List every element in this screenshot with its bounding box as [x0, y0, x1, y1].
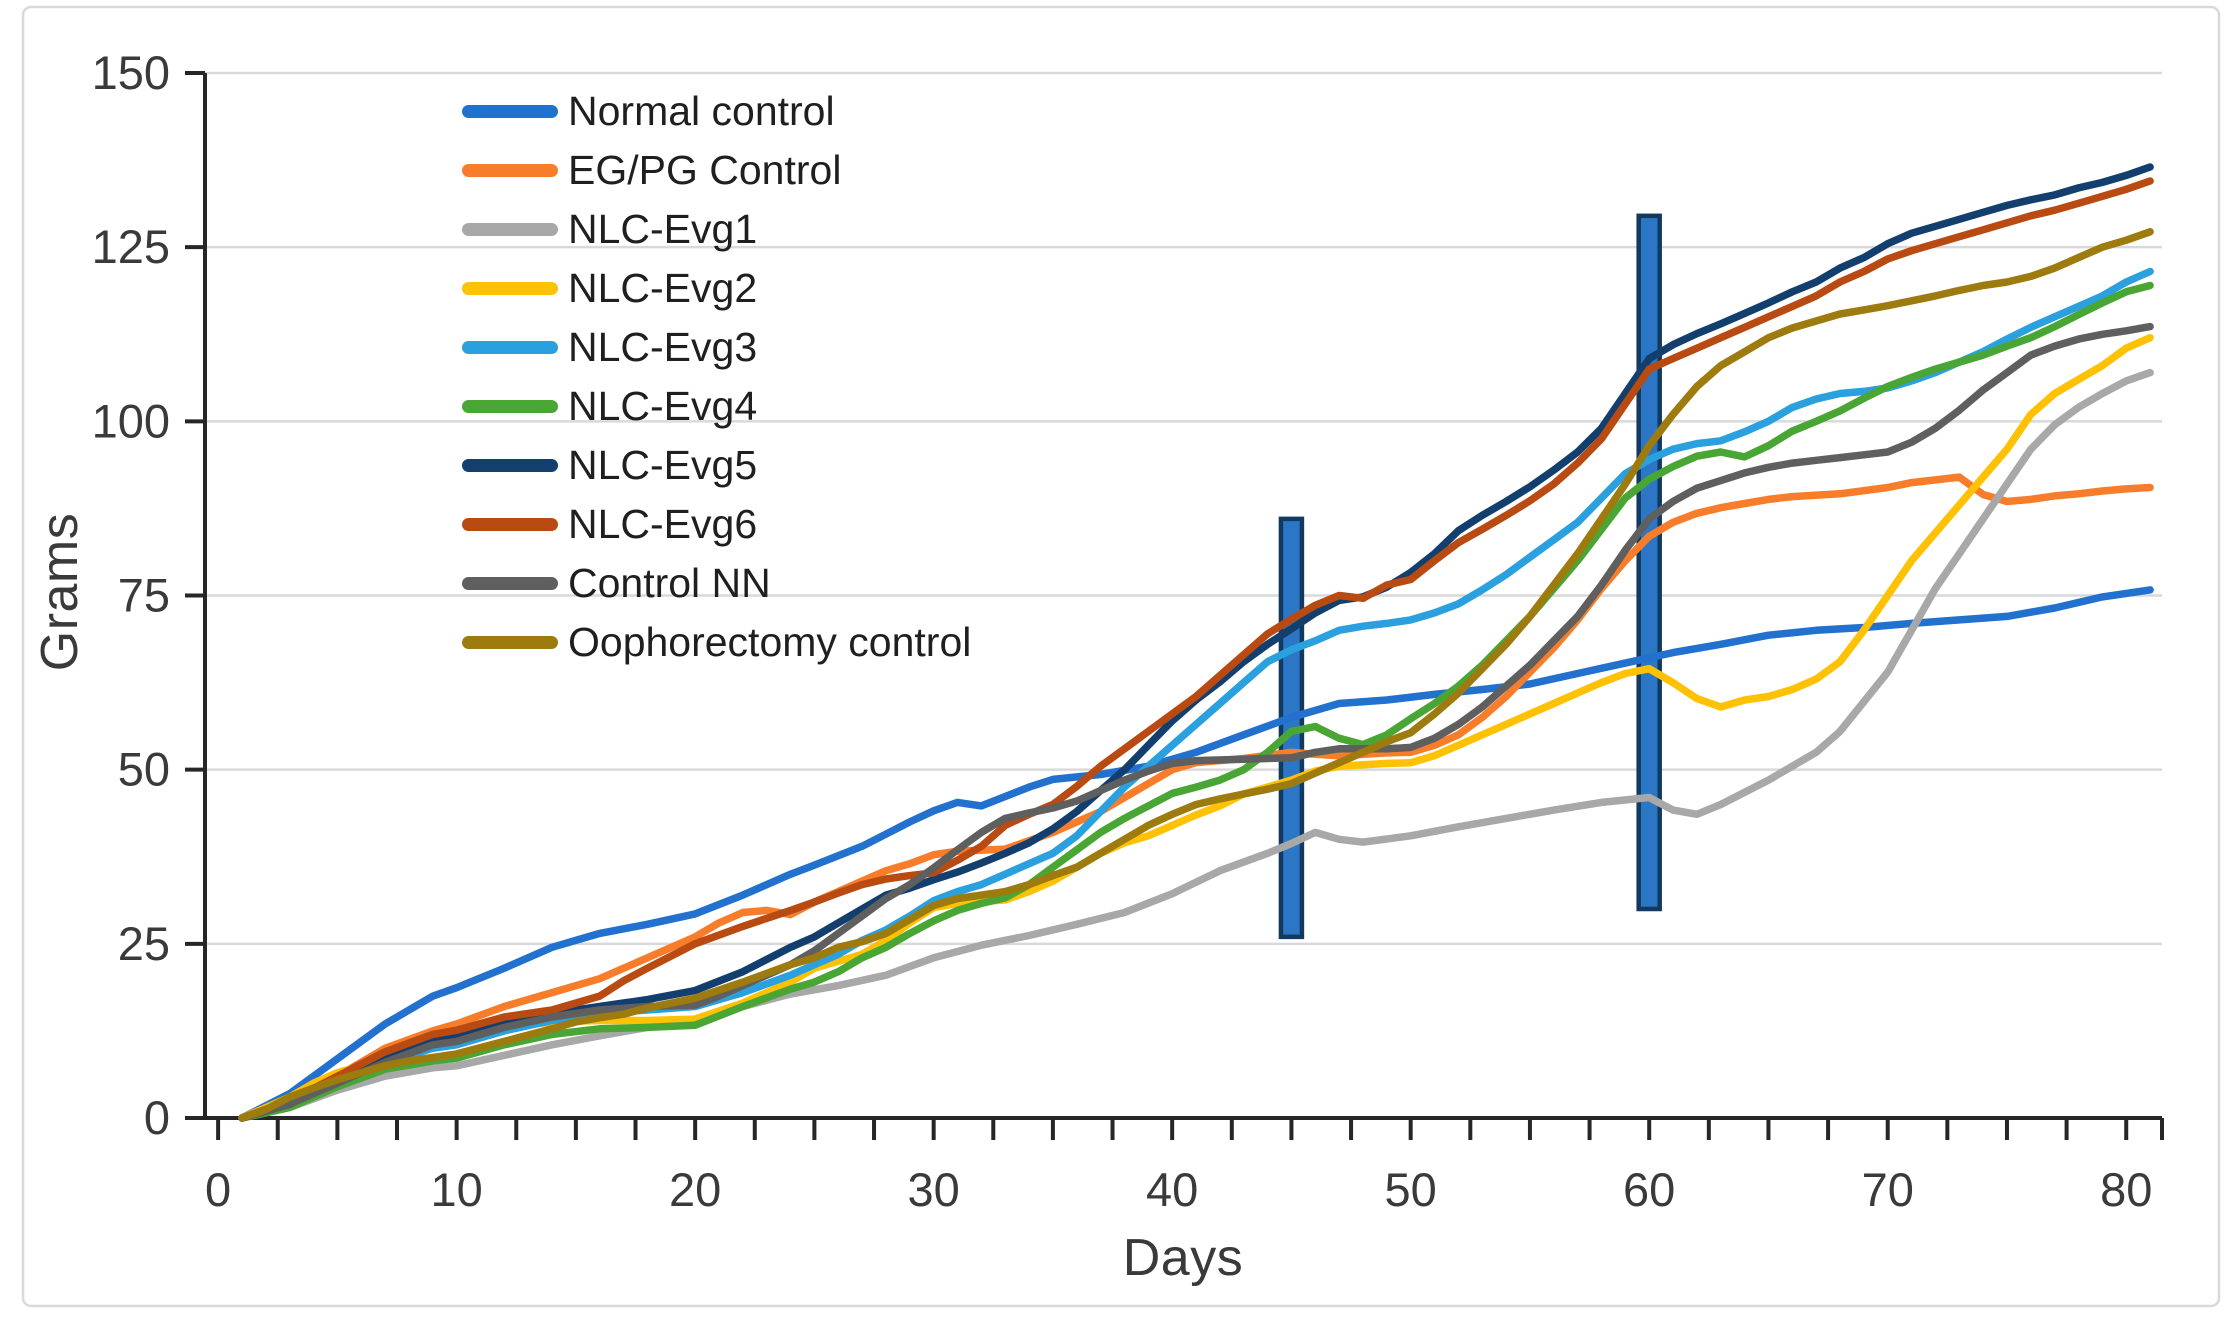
legend-item-nlc-evg6: NLC-Evg6 — [462, 495, 971, 554]
svg-text:50: 50 — [1385, 1163, 1437, 1216]
svg-text:70: 70 — [1862, 1163, 1914, 1216]
series-line-oophorectomy-control — [238, 228, 2154, 1122]
legend-label: EG/PG Control — [568, 147, 842, 193]
gridlines — [205, 71, 2162, 946]
legend-item-nlc-evg4: NLC-Evg4 — [462, 377, 971, 436]
legend-item-nlc-evg5: NLC-Evg5 — [462, 436, 971, 495]
legend-swatch — [462, 223, 558, 236]
legend-label: Oophorectomy control — [568, 619, 972, 665]
series-line-control-nn — [238, 322, 2154, 1122]
legend: Normal control EG/PG Control NLC-Evg1 NLC-E… — [462, 82, 971, 672]
svg-text:75: 75 — [118, 569, 170, 622]
legend-label: Normal control — [568, 88, 835, 134]
figure-border — [21, 5, 2221, 1308]
legend-swatch — [462, 459, 558, 472]
svg-text:25: 25 — [118, 917, 170, 970]
svg-text:40: 40 — [1146, 1163, 1198, 1216]
svg-text:80: 80 — [2100, 1163, 2152, 1216]
legend-swatch — [462, 282, 558, 295]
legend-swatch — [462, 164, 558, 177]
legend-swatch — [462, 518, 558, 531]
series-line-nlc-evg4 — [238, 281, 2154, 1122]
legend-item-nlc-evg1: NLC-Evg1 — [462, 200, 971, 259]
marker-bar-day-60 — [1636, 213, 1662, 912]
x-axis — [203, 1116, 2164, 1140]
legend-item-nlc-evg2: NLC-Evg2 — [462, 259, 971, 318]
series-line-nlc-evg6 — [238, 177, 2154, 1122]
legend-item-nlc-evg3: NLC-Evg3 — [462, 318, 971, 377]
legend-item-oophorectomy-control: Oophorectomy control — [462, 613, 971, 672]
svg-text:10: 10 — [430, 1163, 482, 1216]
svg-text:50: 50 — [118, 743, 170, 796]
y-axis-title: Grams — [31, 512, 89, 672]
x-axis-title: Days — [1122, 1229, 1244, 1287]
legend-item-control-nn: Control NN — [462, 554, 971, 613]
legend-item-eg-pg-control: EG/PG Control — [462, 141, 971, 200]
legend-item-normal-control: Normal control — [462, 82, 971, 141]
legend-swatch — [462, 577, 558, 590]
x-tick-labels: 0 10 20 30 40 50 60 70 80 — [205, 1163, 2152, 1216]
legend-label: NLC-Evg4 — [568, 383, 758, 429]
legend-label: NLC-Evg3 — [568, 324, 758, 370]
legend-swatch — [462, 341, 558, 354]
svg-text:30: 30 — [908, 1163, 960, 1216]
svg-text:100: 100 — [92, 394, 170, 447]
series-line-nlc-evg5 — [238, 163, 2154, 1122]
legend-label: NLC-Evg1 — [568, 206, 758, 252]
legend-label: NLC-Evg2 — [568, 265, 758, 311]
series-line-nlc-evg1 — [238, 368, 2154, 1122]
svg-text:0: 0 — [205, 1163, 231, 1216]
svg-text:20: 20 — [669, 1163, 721, 1216]
legend-swatch — [462, 400, 558, 413]
legend-label: NLC-Evg5 — [568, 442, 758, 488]
svg-text:60: 60 — [1623, 1163, 1675, 1216]
legend-label: Control NN — [568, 560, 771, 606]
legend-label: NLC-Evg6 — [568, 501, 758, 547]
svg-text:0: 0 — [144, 1091, 170, 1144]
svg-text:125: 125 — [92, 220, 170, 273]
y-tick-labels: 0 25 50 75 100 125 150 — [92, 46, 170, 1144]
legend-swatch — [462, 105, 558, 118]
y-axis — [185, 71, 207, 1120]
legend-swatch — [462, 636, 558, 649]
svg-text:150: 150 — [92, 46, 170, 99]
